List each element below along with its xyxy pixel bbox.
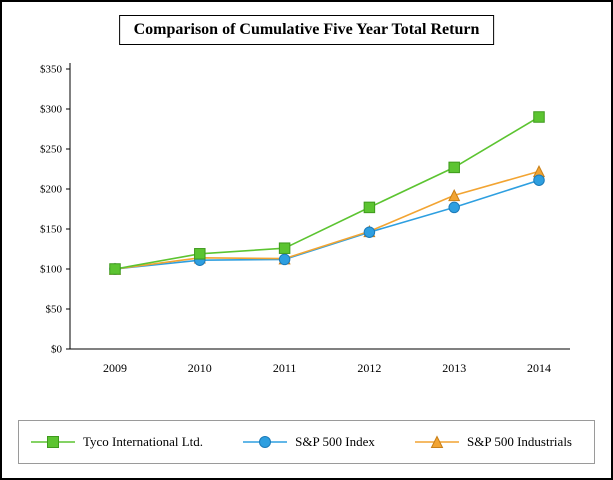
svg-text:$0: $0 <box>51 344 63 356</box>
legend-label: S&P 500 Index <box>295 434 375 449</box>
svg-text:$50: $50 <box>46 304 63 316</box>
legend: Tyco International Ltd. S&P 500 Index S&P … <box>18 420 595 464</box>
svg-text:2014: 2014 <box>527 361 551 375</box>
triangle-marker-icon <box>415 435 460 448</box>
legend-item-2: S&P 500 Index <box>243 434 375 450</box>
svg-text:$150: $150 <box>40 224 63 236</box>
line-chart-plot: $0 $50 $100 $150 $200 $250 $300 $350 2009 2010 201… <box>40 63 570 375</box>
svg-text:$200: $200 <box>40 184 63 196</box>
svg-text:$250: $250 <box>40 144 63 156</box>
svg-text:2009: 2009 <box>103 361 127 375</box>
chart-title: Comparison of Cumulative Five Year Total… <box>133 21 480 38</box>
svg-text:2010: 2010 <box>188 361 212 375</box>
svg-text:$300: $300 <box>40 104 63 116</box>
circle-marker-icon <box>243 436 288 448</box>
chart-title-box: Comparison of Cumulative Five Year Total… <box>118 15 495 45</box>
legend-label: Tyco International Ltd. <box>83 434 204 449</box>
legend-label: S&P 500 Industrials <box>467 434 572 449</box>
svg-text:2013: 2013 <box>442 361 466 375</box>
svg-text:2012: 2012 <box>357 361 381 375</box>
legend-item-3: S&P 500 Industrials <box>415 434 572 450</box>
svg-text:2011: 2011 <box>273 361 297 375</box>
svg-text:$100: $100 <box>40 264 63 276</box>
square-marker-icon <box>31 436 75 448</box>
legend-item-1: Tyco International Ltd. <box>31 434 203 450</box>
svg-text:$350: $350 <box>40 64 63 76</box>
